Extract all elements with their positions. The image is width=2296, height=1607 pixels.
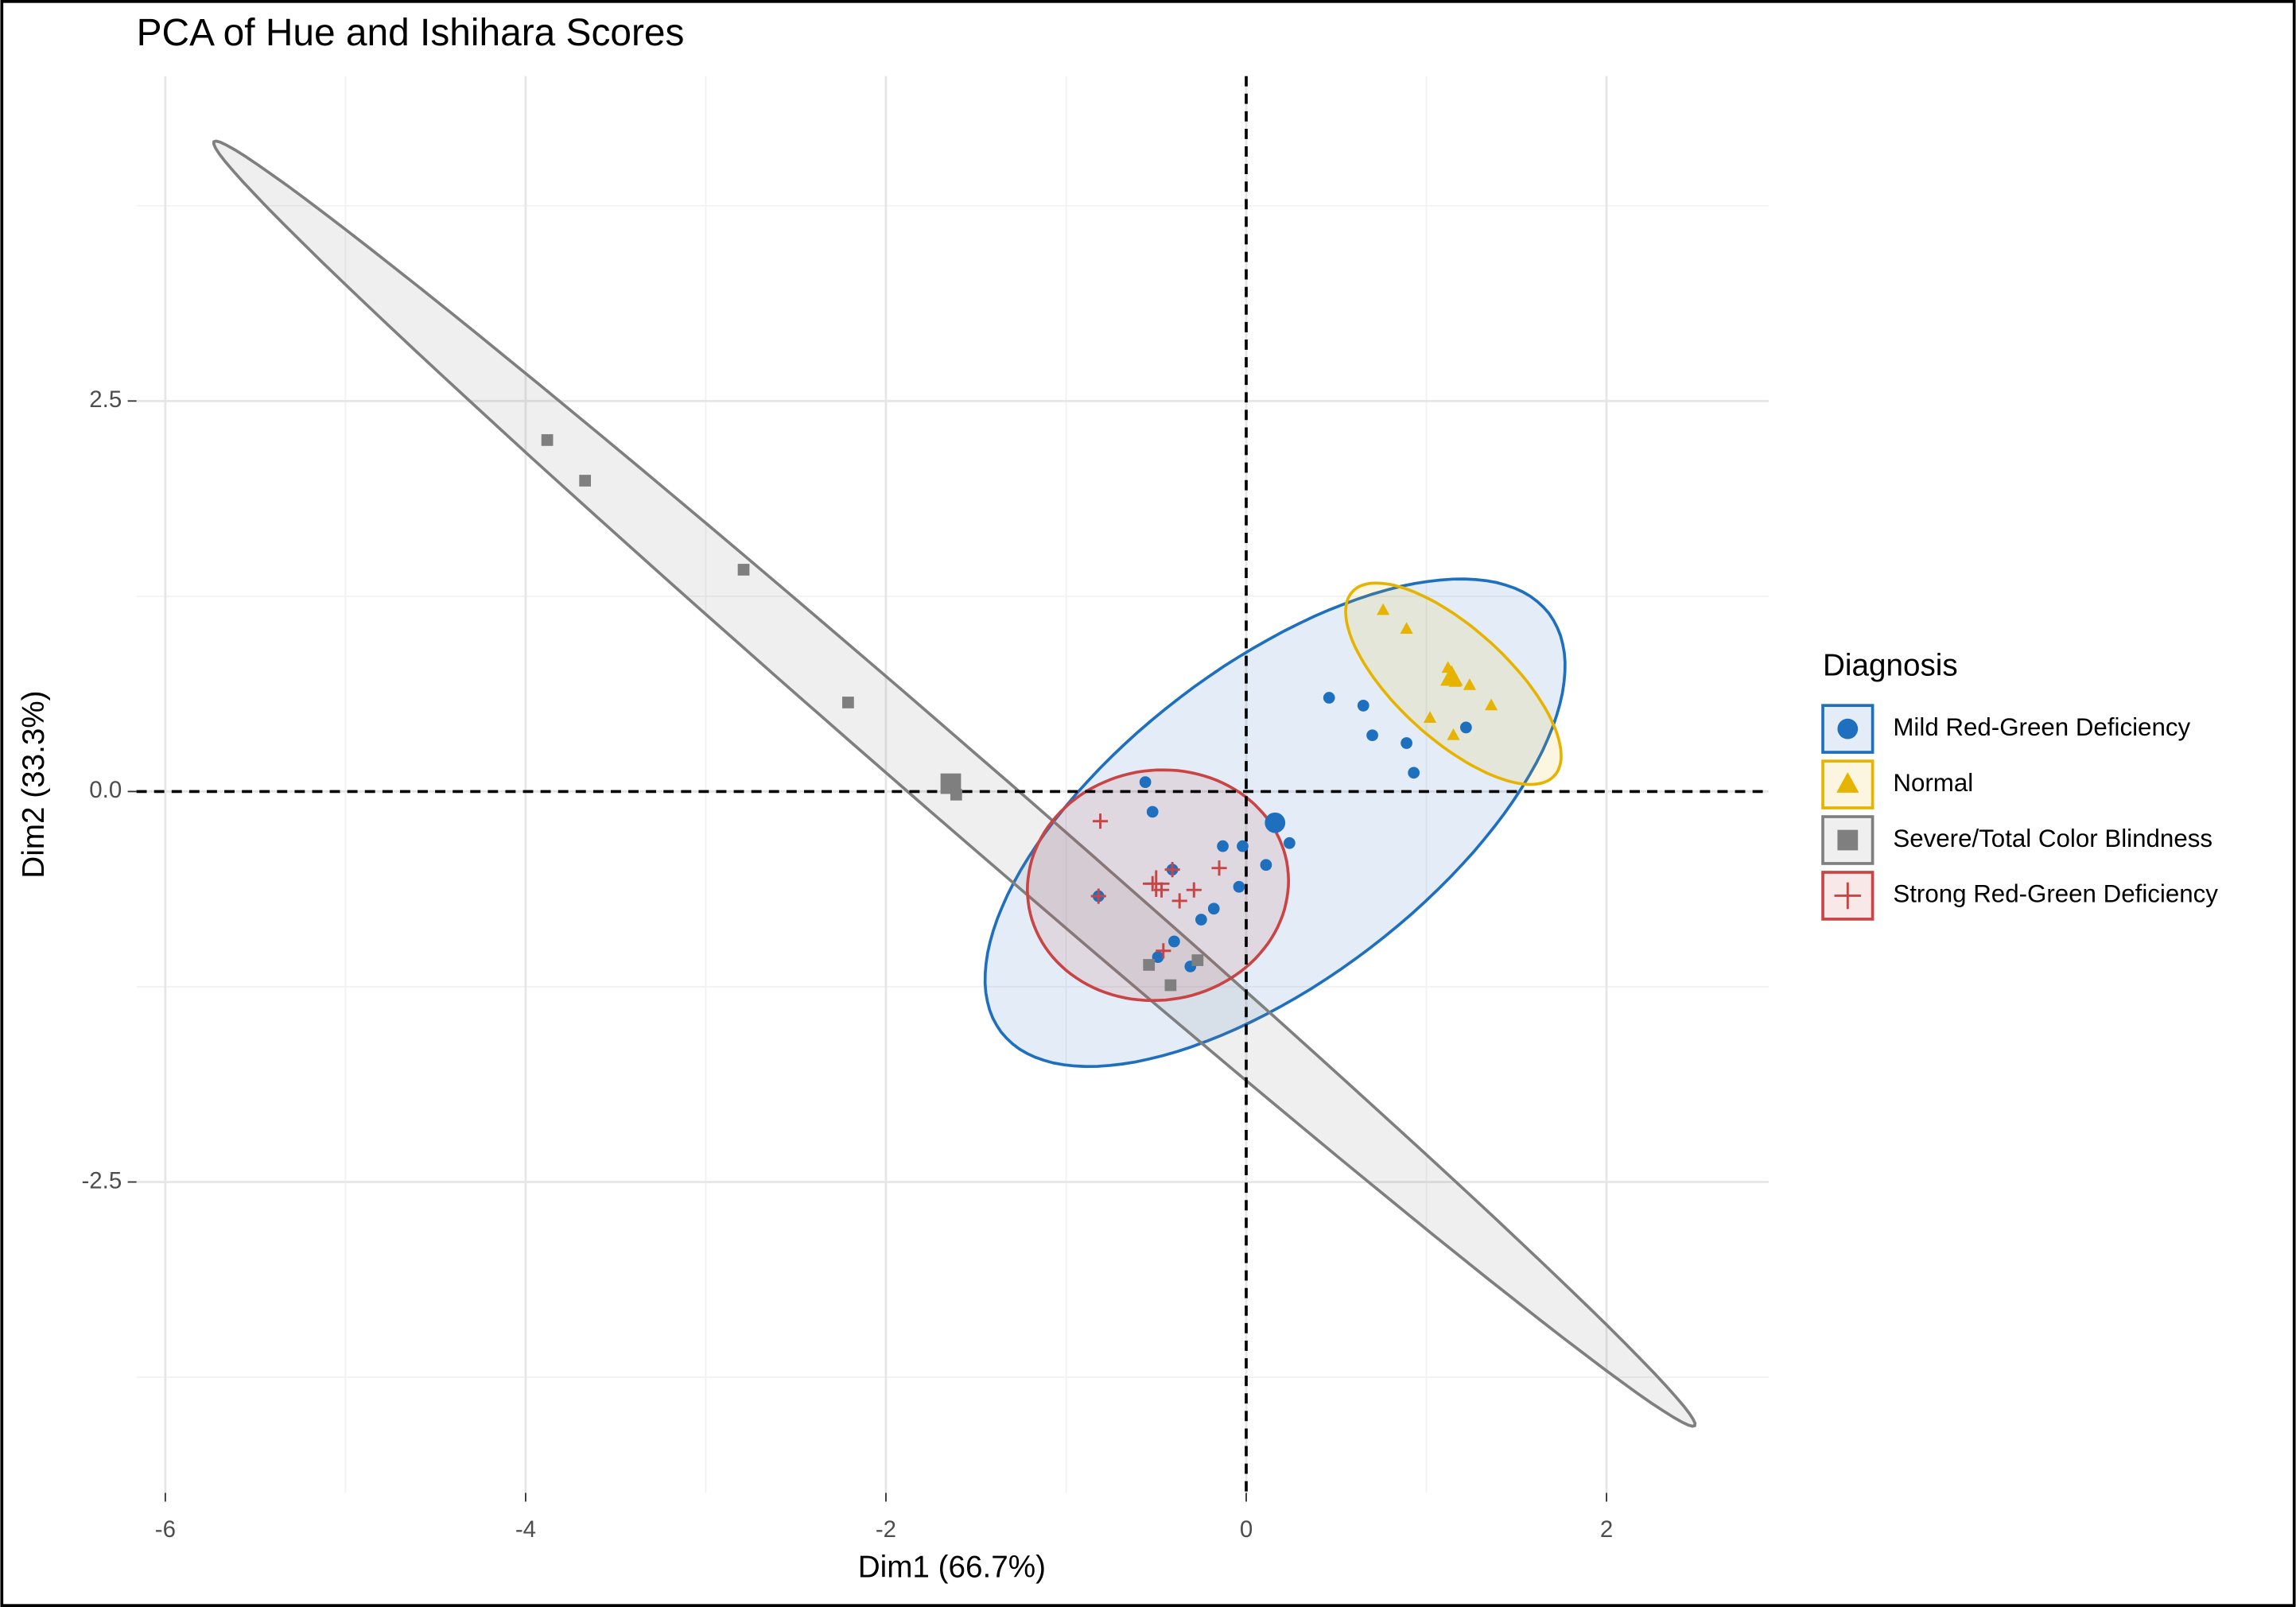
point [1090,888,1106,904]
point [579,475,592,487]
centroid [1440,665,1463,686]
legend-symbol [1837,718,1859,739]
point [1207,902,1220,915]
point [1164,862,1180,878]
centroid [940,773,962,794]
point [1357,700,1369,712]
point [1460,721,1472,734]
legend-title: Diagnosis [1823,649,1958,683]
point [1146,805,1159,818]
point [1171,893,1187,909]
centroid [1142,870,1170,898]
point [842,697,854,708]
y-tick-label: -2.5 [81,1167,122,1194]
x-tick-label: 2 [1600,1516,1613,1543]
legend-symbol [1834,882,1862,910]
x-tick-label: 0 [1240,1516,1253,1543]
x-tick-label: -4 [515,1516,536,1543]
point [1186,882,1202,898]
x-axis-label: Dim1 (66.7%) [858,1550,1046,1584]
point [1408,767,1420,779]
legend-symbol [1837,829,1859,851]
y-tick-label: 0.0 [89,777,122,803]
point [1168,935,1180,948]
point [1284,836,1296,849]
axes: -6 -4 -2 0 2 -2.5 0.0 2.5 [81,386,1613,1543]
confidence-ellipse [1025,768,1291,1003]
legend-label: Normal [1893,769,1973,797]
point [1401,737,1412,749]
y-tick-label: 2.5 [89,386,122,413]
chart-title: PCA of Hue and Ishihara Scores [137,12,685,54]
legend-label: Severe/Total Color Blindness [1893,825,2212,852]
points [541,434,1498,992]
point [1217,840,1229,852]
legend-label: Strong Red-Green Deficiency [1893,880,2218,908]
point [1484,698,1498,711]
point [1152,951,1164,964]
grid [136,76,1769,1493]
point [1143,959,1156,971]
legend-label: Mild Red-Green Deficiency [1893,713,2190,741]
legend-symbol [1836,772,1859,793]
point [1400,622,1413,635]
point [1191,954,1204,966]
point [1233,880,1245,893]
point [1463,677,1476,690]
point [1447,728,1460,740]
point [541,434,554,446]
point [1366,729,1378,742]
point [1139,776,1152,788]
point [1260,859,1272,871]
point [1423,711,1437,723]
point [1211,860,1227,876]
point [1156,943,1171,959]
point [1377,603,1390,615]
point [1164,979,1177,992]
legend: Diagnosis Mild Red-Green Deficiency Normal… [1821,649,2218,921]
x-tick-label: -2 [876,1516,896,1543]
y-axis-label: Dim2 (33.3%) [17,690,51,878]
point [737,564,750,576]
x-tick-label: -6 [155,1516,176,1543]
point [1092,813,1109,829]
centroid [1265,812,1286,833]
point [1195,914,1207,926]
point [1323,692,1335,704]
point [1237,840,1249,852]
